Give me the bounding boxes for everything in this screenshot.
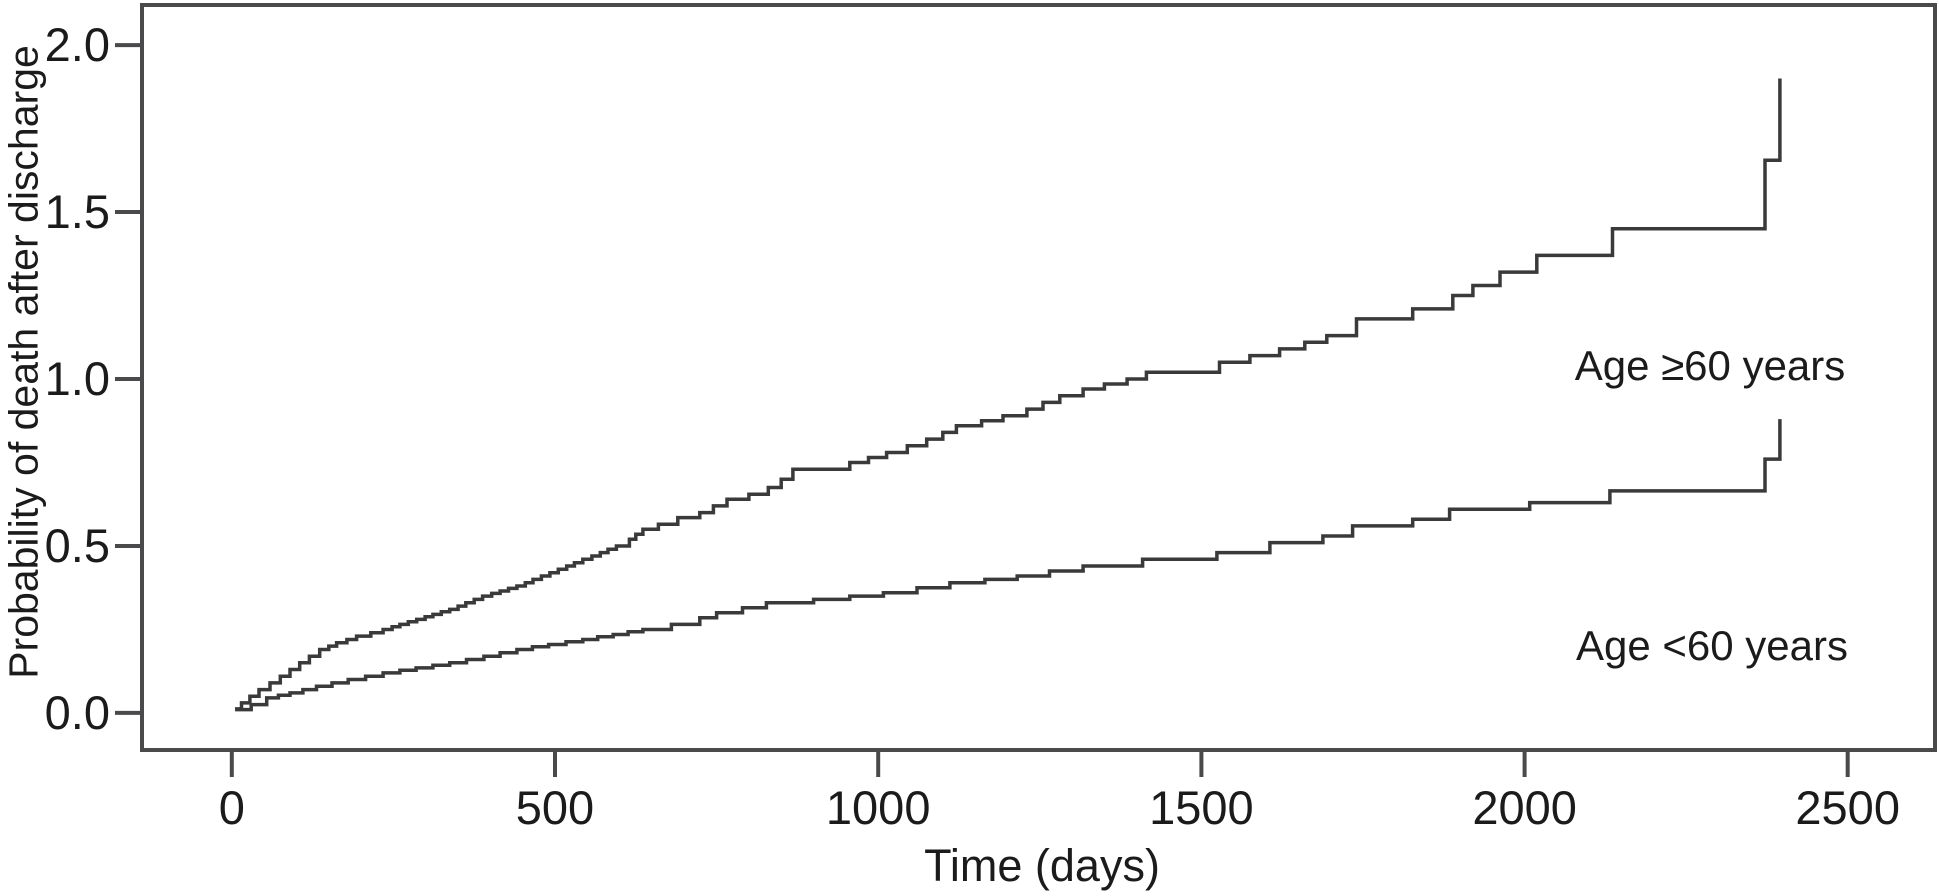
x-axis-title: Time (days) — [924, 840, 1160, 891]
x-tick-label: 500 — [516, 781, 594, 834]
x-tick-label: 2500 — [1795, 781, 1900, 834]
x-tick-label: 0 — [219, 781, 245, 834]
ticks-layer: 0 500 1000 1500 2000 2500 0.0 0.5 1.0 1.5 2.0 — [45, 18, 1900, 834]
y-tick-label: 2.0 — [45, 18, 110, 71]
series-label-age-lt-60: Age <60 years — [1575, 622, 1849, 669]
y-tick-label: 0.0 — [45, 686, 110, 739]
survival-curve-age-ge-60 — [235, 78, 1782, 711]
y-tick-label: 0.5 — [45, 519, 110, 572]
y-axis-title: Probability of death after discharge — [0, 45, 47, 679]
x-tick-label: 2000 — [1472, 781, 1577, 834]
survival-curve-age-lt-60 — [235, 419, 1782, 712]
y-tick-label: 1.0 — [45, 352, 110, 405]
x-tick-label: 1500 — [1149, 781, 1254, 834]
series-label-age-ge-60: Age ≥60 years — [1574, 342, 1846, 389]
y-tick-label: 1.5 — [45, 185, 110, 238]
curves-layer — [235, 78, 1782, 712]
x-tick-label: 1000 — [826, 781, 931, 834]
